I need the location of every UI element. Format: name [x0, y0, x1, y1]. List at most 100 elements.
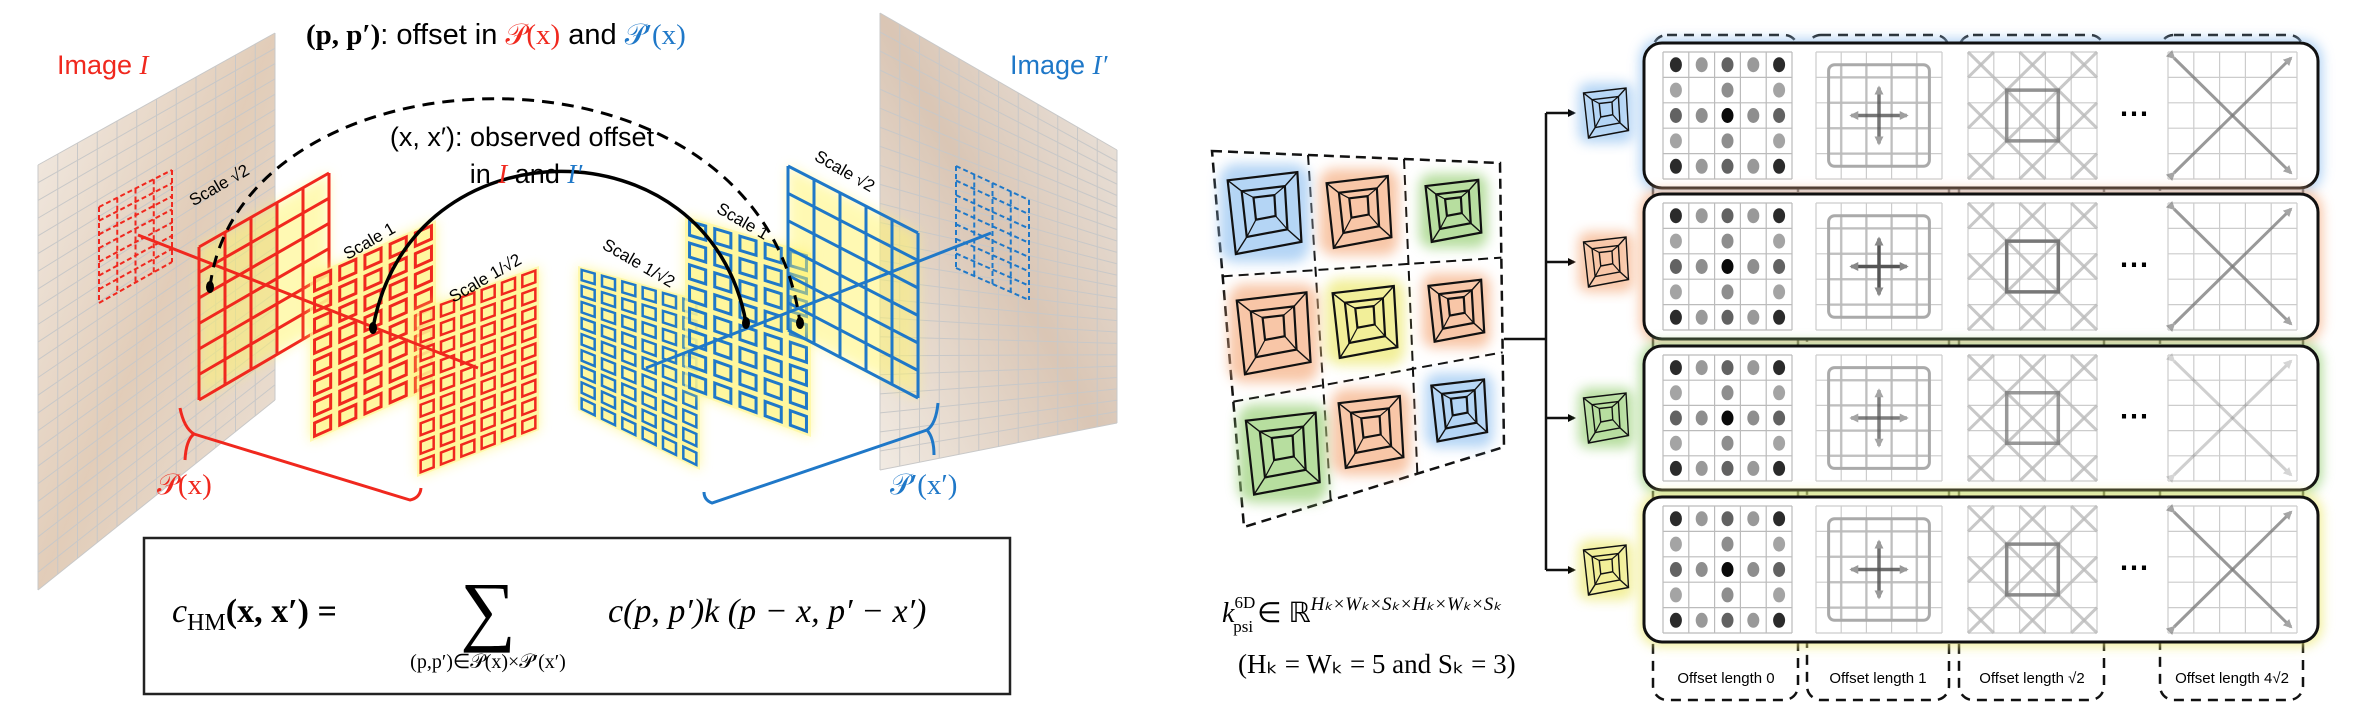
grid-line: [98, 208, 173, 250]
right-panel: [1210, 33, 2322, 702]
grid-line: [198, 196, 330, 274]
kernel-weight-dot: [1773, 511, 1786, 527]
grid-line: [37, 384, 276, 573]
grid-cell: [661, 327, 678, 347]
row-kernel-cube: [1578, 232, 1634, 292]
grid-line: [955, 237, 1030, 273]
kernel-weight-dot: [1747, 460, 1760, 476]
grid-line: [198, 297, 330, 376]
kernel-weight-dot: [1695, 259, 1708, 274]
grid-line: [879, 50, 1118, 174]
grid-line: [37, 185, 276, 343]
grid-cell: [460, 327, 476, 348]
cube-edge: [1594, 265, 1602, 277]
row-kernel-cube: [1578, 388, 1634, 448]
cube-edge: [1296, 349, 1312, 363]
center-diagonal-offsets: [2004, 88, 2061, 143]
cube-edge: [1345, 452, 1356, 469]
grid-cell: [363, 328, 383, 354]
grid-cell: [763, 399, 783, 424]
cube-edge: [1236, 299, 1252, 312]
grid-cell: [338, 381, 358, 407]
and-text: and: [560, 19, 625, 51]
cube-edge: [1611, 553, 1619, 560]
cube-glow: [1422, 273, 1491, 348]
kernel-weight-dot: [1695, 562, 1708, 577]
grid-line: [37, 139, 276, 290]
grid-cell: [480, 301, 496, 322]
cube-glow: [1228, 284, 1319, 383]
kernel-weight-dot: [1721, 410, 1734, 426]
cube-edge: [1350, 412, 1362, 419]
kernel-weight-dot: [1747, 259, 1760, 274]
grid-cell: [641, 303, 657, 322]
offset-ring: [1827, 214, 1931, 319]
kernel-weight-dot: [1695, 612, 1708, 628]
cube-glow: [1219, 163, 1310, 263]
kernel-weight-dot: [1773, 133, 1786, 149]
kernel-weight-dot: [1773, 435, 1786, 451]
cube-edge: [1617, 544, 1627, 555]
grid-cell: [480, 320, 496, 341]
cube-edge: [1587, 127, 1596, 139]
cube-edge: [1594, 573, 1602, 585]
grid-cell: [338, 257, 358, 283]
cube-glow: [1331, 388, 1411, 476]
cube-edge: [1384, 335, 1398, 348]
cube-edge: [1591, 99, 1600, 105]
dashed-offset-arc: [208, 97, 802, 324]
grid-line: [879, 69, 1118, 185]
grid-line: [98, 182, 173, 222]
diagonal-offset-arrow: [1966, 50, 2099, 181]
kernel-weight-dot: [1773, 108, 1786, 123]
grid-cell: [521, 268, 537, 289]
ellipsis: ⋯: [2119, 98, 2149, 131]
kernel-weight-dot: [1721, 57, 1734, 73]
grid-cell: [500, 294, 517, 315]
kernel-weight-dot: [1721, 133, 1734, 149]
red-plane-scale-sqrt2: [197, 171, 331, 402]
grid-line: [37, 78, 276, 219]
cube-edge: [1354, 437, 1364, 454]
kernel-weight-dot: [1669, 612, 1682, 628]
grid-line: [37, 170, 276, 325]
grid-cell: [439, 390, 456, 411]
kernel-row-0: [1640, 39, 2322, 192]
cube-edge: [1619, 122, 1629, 132]
px-symbol: 𝒫(x): [505, 19, 560, 51]
grid-cell: [338, 277, 358, 303]
cube-edge: [1612, 114, 1621, 124]
observed-offset-label: (x, x′): observed offset: [390, 122, 655, 152]
brace-right: [702, 402, 940, 505]
kernel-weight-dot: [1669, 82, 1682, 98]
grid-cell: [500, 276, 517, 297]
cube-edge: [1619, 427, 1629, 437]
kernel-weight-dot: [1669, 385, 1682, 401]
grid-cell: [641, 425, 657, 447]
grid-cell: [641, 355, 657, 376]
cube-edge: [1376, 175, 1389, 189]
grid-cell: [682, 444, 698, 467]
kernel-weight-dot: [1747, 208, 1760, 224]
cube-edge: [1439, 215, 1448, 230]
blue-plane-scale-sqrt2: [786, 164, 920, 400]
cube-edge: [1587, 432, 1596, 444]
kernel-weight-dot: [1773, 208, 1786, 224]
long-diagonal-arrow: [2165, 503, 2293, 629]
grid-cell: [388, 317, 408, 343]
kernel-weight-dot: [1747, 108, 1760, 123]
grid-cell: [313, 330, 333, 356]
cube-grid-line: [1222, 256, 1502, 278]
patch-set-right-label: 𝒫′(x′): [890, 469, 957, 501]
cube-grid-line: [1403, 158, 1419, 474]
grid-cell: [580, 268, 596, 286]
cube-edge: [1594, 421, 1602, 433]
grid-cell: [388, 276, 408, 302]
offset-text: : offset in: [380, 19, 505, 51]
diagonal-offset-arrow: [2070, 201, 2099, 230]
cube-edge: [1374, 324, 1386, 337]
grid-cell: [738, 345, 758, 370]
cube-edge: [1442, 315, 1451, 329]
long-diagonal-arrow: [2165, 352, 2293, 477]
